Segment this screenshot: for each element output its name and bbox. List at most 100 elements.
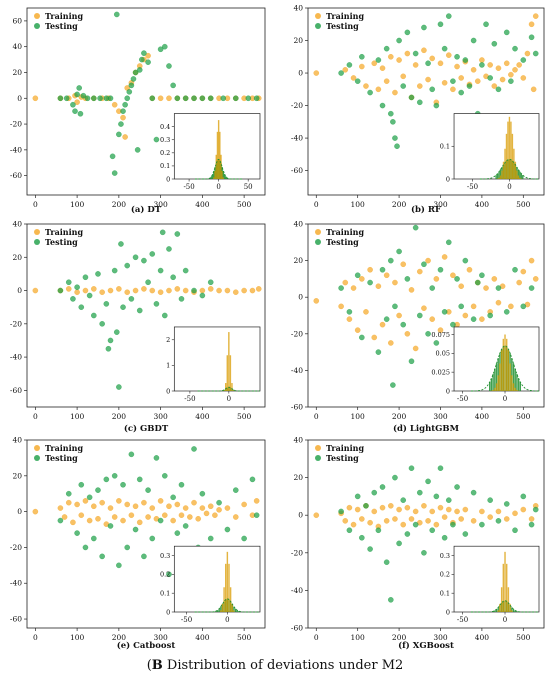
testing-point: [441, 309, 448, 315]
testing-point: [408, 358, 415, 364]
testing-point: [394, 143, 400, 149]
legend-marker: [315, 13, 321, 19]
inset-y-tick-label: 0: [166, 608, 170, 616]
inset-testing-bar: [212, 174, 214, 179]
inset-testing-bar: [218, 608, 220, 612]
training-point: [495, 299, 502, 306]
testing-point: [74, 91, 80, 98]
x-tick-label: 500: [516, 633, 531, 642]
training-point: [157, 289, 164, 295]
y-tick-label: 0: [17, 94, 22, 103]
training-point: [342, 67, 349, 73]
inset-training-bar: [220, 610, 222, 612]
testing-point: [182, 523, 189, 529]
testing-point: [367, 546, 373, 552]
testing-point: [111, 473, 118, 479]
inset-y-tick-label: 0.05: [436, 350, 450, 358]
x-tick-label: 0: [33, 412, 38, 421]
testing-point: [136, 67, 143, 73]
testing-point: [479, 521, 485, 528]
testing-point: [78, 482, 85, 488]
testing-point: [437, 21, 444, 28]
chart-panel: 0 100 200 300 400 500-60-40-2002040TrainingTe…: [291, 436, 545, 651]
training-point: [86, 517, 93, 524]
chart-panel: 0 100 200 300 400 500-60-40-2002040TrainingTe…: [291, 220, 545, 434]
legend-label: Training: [45, 11, 83, 21]
testing-point: [66, 279, 72, 285]
inset-x-tick-label: 0: [503, 616, 507, 624]
testing-point: [170, 82, 176, 89]
legend-marker: [315, 239, 321, 245]
training-point: [495, 508, 502, 515]
legend-marker: [315, 455, 321, 461]
testing-point: [82, 544, 89, 551]
testing-point: [346, 62, 353, 68]
inset-y-tick-label: 0: [446, 387, 450, 395]
testing-point: [145, 279, 151, 285]
testing-point: [86, 292, 93, 299]
testing-point: [78, 304, 85, 310]
x-tick-label: 100: [70, 412, 85, 421]
inset-training-bar: [509, 363, 511, 391]
testing-point: [437, 465, 444, 471]
testing-point: [91, 95, 97, 102]
training-point: [520, 506, 527, 513]
training-point: [241, 287, 247, 294]
testing-point: [141, 257, 147, 264]
y-tick-label: 0: [298, 511, 303, 520]
testing-point: [74, 284, 80, 290]
training-point: [446, 52, 452, 58]
testing-point: [170, 494, 176, 501]
testing-point: [233, 487, 239, 493]
testing-point: [503, 501, 510, 507]
testing-point: [207, 279, 214, 285]
inset-training-bar: [506, 338, 508, 391]
testing-point: [396, 37, 402, 44]
chart-panel: 0 100 200 300 400 500-60-40-2002040TrainingTe…: [10, 220, 266, 434]
training-point: [412, 345, 419, 352]
inset-kde-curve: [197, 386, 260, 392]
testing-point: [392, 303, 398, 310]
training-point: [383, 78, 390, 84]
training-point: [475, 78, 481, 84]
testing-point: [191, 446, 197, 452]
testing-point: [446, 497, 452, 503]
y-tick-label: -20: [291, 329, 303, 338]
legend-label: Training: [45, 443, 83, 453]
inset-y-tick-label: 0.1: [160, 590, 170, 598]
x-tick-label: 400: [475, 200, 490, 209]
training-point: [120, 517, 126, 524]
inset-testing-bar: [517, 378, 520, 391]
training-point: [346, 316, 353, 322]
x-tick-label: 100: [70, 200, 85, 209]
testing-point: [166, 63, 172, 69]
training-point: [508, 71, 514, 78]
inset-training-bar: [221, 171, 223, 179]
testing-point: [97, 95, 103, 102]
inset-testing-bar: [222, 170, 225, 179]
y-tick-label: -40: [10, 353, 22, 362]
inset-testing-bar: [496, 173, 499, 179]
inset-training-bar: [495, 383, 498, 391]
inset-y-tick-label: 0.3: [160, 552, 170, 560]
training-point: [116, 498, 122, 504]
testing-point: [157, 46, 164, 53]
inset-frame: [453, 113, 540, 180]
inset-testing-bar: [490, 378, 493, 391]
legend-label: Testing: [45, 237, 78, 247]
testing-point: [450, 321, 456, 328]
inset-training-bar: [233, 610, 235, 612]
testing-point: [178, 482, 185, 488]
testing-point: [383, 316, 390, 322]
inset-x-tick-label: -50: [467, 183, 478, 191]
inset-x-tick-label: -50: [457, 395, 468, 403]
training-point: [437, 327, 444, 333]
training-point: [425, 257, 431, 264]
testing-point: [191, 287, 197, 294]
inset-training-bar: [514, 161, 517, 179]
training-point: [404, 331, 411, 337]
inset-testing-bar: [210, 176, 213, 179]
inset-kde-curve: [195, 158, 243, 180]
testing-point: [379, 102, 386, 109]
training-point: [429, 316, 435, 322]
